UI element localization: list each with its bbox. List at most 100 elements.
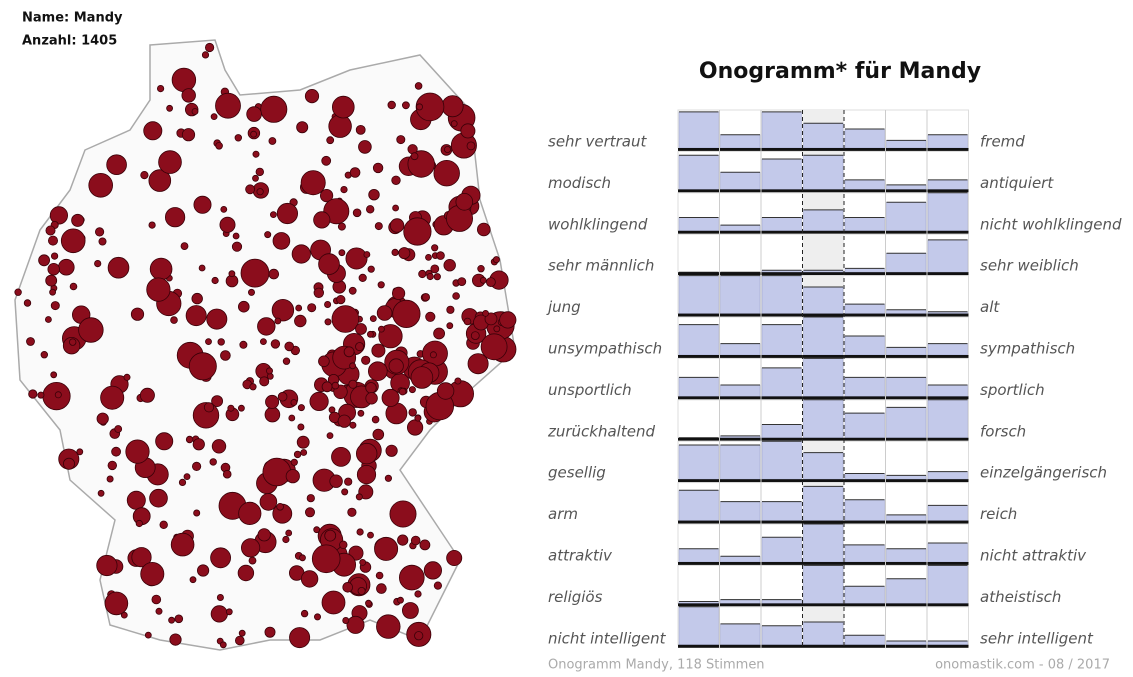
map-dot (227, 404, 235, 412)
map-dot (104, 591, 129, 616)
map-dot (371, 415, 380, 424)
map-dot (148, 221, 156, 229)
map-dot (100, 385, 125, 410)
map-dot (285, 529, 293, 537)
row-baseline (678, 355, 969, 358)
map-dot (396, 135, 406, 145)
map-dot (349, 362, 357, 370)
map-dot (346, 615, 365, 634)
footer-left: Onogramm Mandy, 118 Stimmen (548, 658, 765, 673)
map-dot (425, 311, 436, 322)
map-dot (238, 501, 262, 526)
map-dot (337, 414, 351, 428)
bar (927, 179, 968, 190)
map-dot (237, 404, 245, 412)
map-dot (270, 339, 281, 349)
bar (803, 399, 844, 439)
right-label: einzelgängerisch (980, 464, 1107, 482)
map-dot (329, 474, 343, 488)
map-dot (339, 540, 348, 549)
map-dot (357, 409, 365, 417)
right-label: fremd (980, 133, 1025, 151)
map-dot (246, 106, 262, 122)
map-dot (313, 526, 321, 534)
map-dot (414, 631, 424, 641)
left-label: nicht intelligent (548, 629, 667, 647)
map-dot (407, 144, 418, 155)
bar (803, 123, 844, 149)
bar (720, 384, 761, 397)
map-dot (282, 357, 291, 365)
map-dot (476, 222, 491, 237)
map-dot (159, 520, 168, 529)
map-dot (157, 85, 165, 93)
bar (678, 489, 719, 521)
map-dot (215, 92, 241, 119)
bar (761, 324, 802, 356)
map-dot (245, 184, 256, 195)
bar (927, 399, 968, 439)
bar (886, 347, 927, 356)
map-dot (284, 341, 295, 352)
map-dot (252, 150, 260, 158)
map-dot (106, 154, 127, 176)
map-dot (331, 95, 355, 119)
bar (803, 286, 844, 314)
bar (678, 444, 719, 480)
row-baseline (678, 603, 969, 607)
map-dot (384, 474, 392, 482)
map-dot (337, 222, 346, 231)
map-dot (78, 317, 104, 343)
right-label: sehr weiblich (980, 257, 1079, 275)
map-dot (220, 350, 231, 361)
map-dot (467, 353, 489, 375)
map-dot (342, 581, 354, 593)
bar (927, 565, 968, 604)
map-dot (210, 605, 228, 623)
map-dot (50, 252, 59, 260)
map-dot (272, 232, 291, 250)
map-dot (374, 222, 383, 231)
map-dot (88, 173, 113, 198)
map-dot (135, 519, 143, 528)
map-dot (260, 95, 288, 123)
map-dot (211, 439, 227, 454)
map-dot (311, 544, 341, 574)
map-dot (376, 583, 387, 594)
map-dot (436, 382, 455, 400)
map-dot (433, 273, 441, 281)
map-dot (485, 277, 496, 288)
map-dot (328, 114, 352, 138)
map-dot (264, 406, 281, 423)
map-dot (276, 502, 284, 511)
left-label: wohlklingend (548, 215, 648, 233)
map-dot (492, 256, 500, 264)
row-baseline (678, 272, 969, 276)
map-dot (425, 253, 432, 261)
map-dot (23, 299, 32, 307)
map-dot (401, 101, 410, 110)
map-dot (484, 312, 498, 326)
map-dot (239, 340, 248, 349)
map-dot (76, 448, 84, 456)
map-dot (398, 564, 425, 591)
map-dot (391, 175, 401, 186)
map-dot (126, 490, 146, 510)
map-dot (181, 128, 196, 142)
map-dot (211, 276, 219, 285)
map-dot (192, 438, 205, 451)
map-dot (40, 351, 48, 359)
map-dot (377, 325, 385, 333)
map-dot (96, 412, 109, 425)
bar (844, 377, 885, 397)
map-dot (269, 211, 277, 219)
bar (886, 640, 927, 646)
map-dot (355, 323, 367, 335)
map-dot (114, 425, 123, 433)
map-dot (349, 167, 361, 178)
map-dot (146, 277, 171, 302)
right-label: antiquiert (980, 174, 1054, 192)
map-dot (63, 457, 76, 470)
map-dot (365, 392, 378, 405)
map-dot (166, 104, 174, 112)
